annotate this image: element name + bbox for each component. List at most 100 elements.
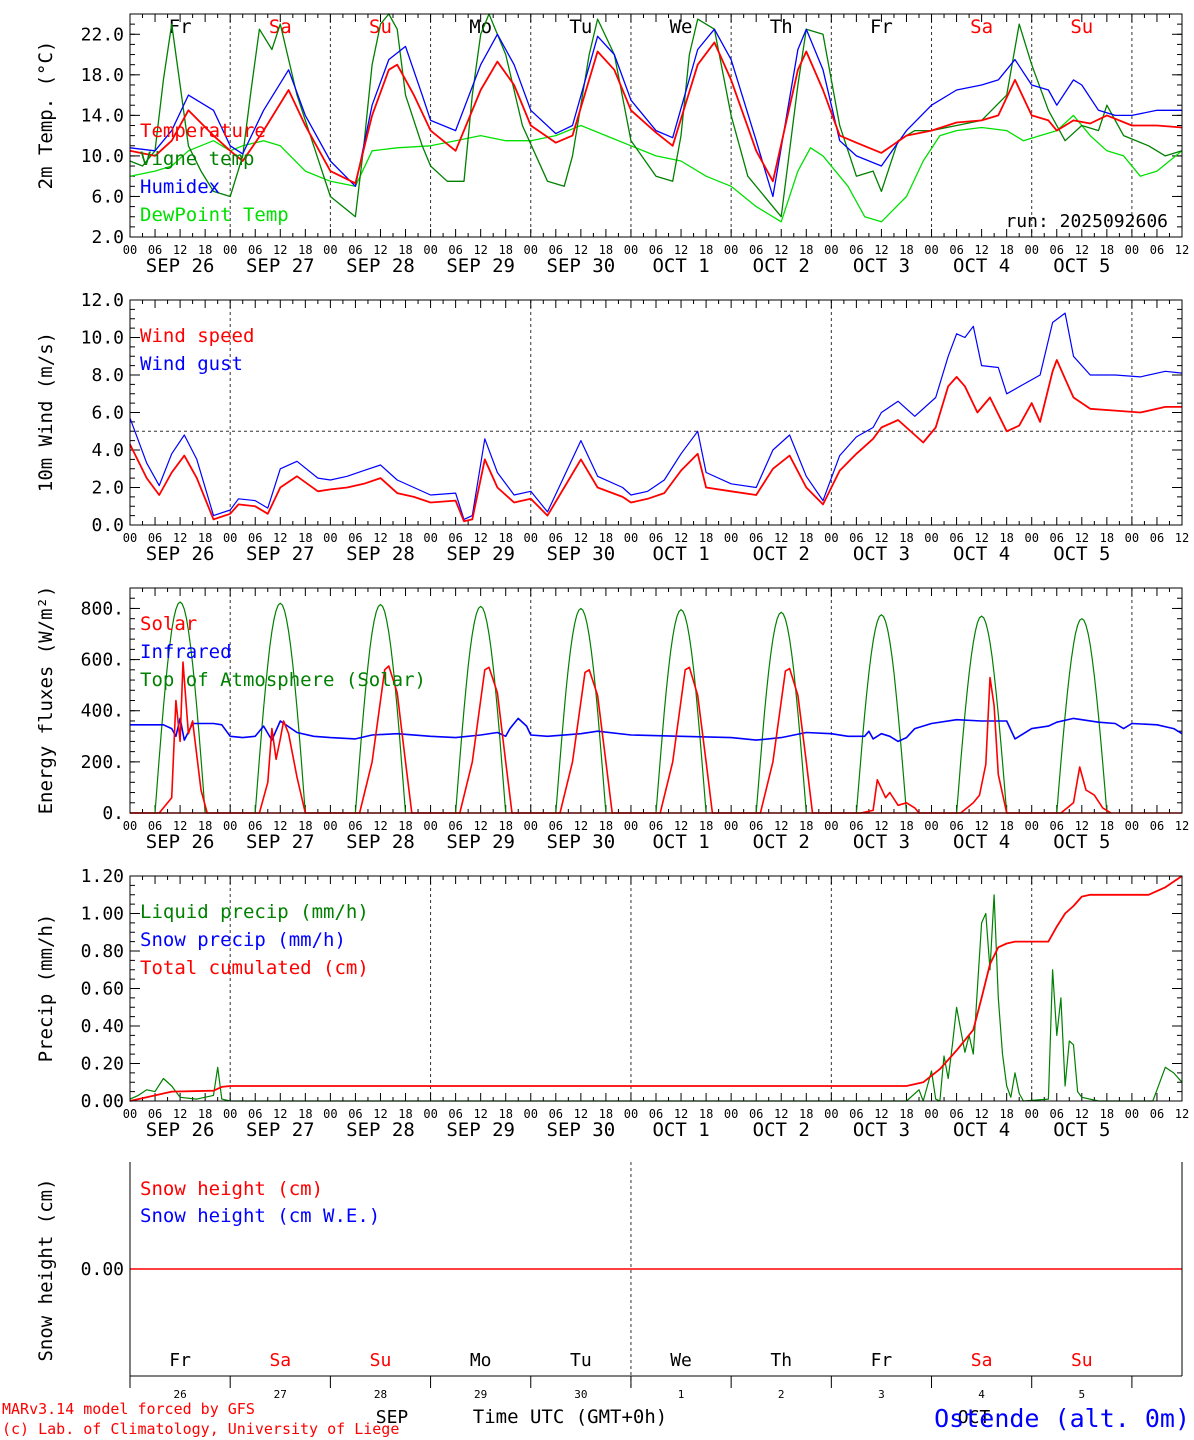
hour-tick-label: 18	[198, 531, 212, 545]
hour-tick-label: 00	[1024, 243, 1038, 257]
hour-tick-label: 18	[699, 1107, 713, 1121]
hour-tick-label: 00	[423, 243, 437, 257]
day-name-label: Fr	[870, 16, 893, 38]
day-name-label: Tu	[570, 1350, 592, 1371]
month-label-oct: OCT	[958, 1407, 991, 1428]
day-name-label: Th	[770, 1350, 792, 1371]
energy-panel: 0. 200. 400. 600. 800. 00 06 12 18 00 06 12 18 00 06 12…	[35, 586, 1189, 853]
date-label: SEP 29	[446, 831, 515, 853]
y-tick-label: 22.0	[81, 24, 124, 45]
y-tick-label: 600.	[81, 650, 124, 671]
day-name-label: Sa	[269, 16, 292, 38]
date-label: OCT 4	[953, 1119, 1010, 1141]
hour-tick-label: 12	[1175, 243, 1189, 257]
day-name-label: Sa	[970, 16, 993, 38]
date-label: OCT 3	[853, 543, 910, 565]
hour-tick-label: 00	[323, 1107, 337, 1121]
time-axis-label: Time UTC (GMT+0h)	[473, 1406, 667, 1428]
hour-tick-label: 18	[699, 531, 713, 545]
date-label: SEP 30	[547, 1119, 616, 1141]
hour-tick-label: 06	[348, 1107, 362, 1121]
day-name-label: Mo	[470, 1350, 492, 1371]
hour-tick-label: 06	[649, 819, 663, 833]
legend-entry: Top of Atmosphere (Solar)	[140, 669, 426, 691]
hour-tick-label: 00	[1125, 819, 1139, 833]
day-name-label: Fr	[169, 1350, 191, 1371]
hour-tick-label: 00	[824, 819, 838, 833]
hour-tick-label: 18	[298, 243, 312, 257]
hour-tick-label: 18	[799, 243, 813, 257]
hour-tick-label: 18	[999, 243, 1013, 257]
date-label: OCT 4	[953, 543, 1010, 565]
date-label: SEP 26	[146, 255, 215, 277]
hour-tick-label: 06	[849, 531, 863, 545]
hour-tick-label: 18	[398, 819, 412, 833]
hour-tick-label: 12	[373, 1107, 387, 1121]
date-label: SEP 28	[346, 255, 415, 277]
day-name-label: Fr	[871, 1350, 893, 1371]
hour-tick-label: 18	[899, 819, 913, 833]
hour-tick-label: 00	[1024, 1107, 1038, 1121]
y-tick-label: 1.20	[81, 866, 124, 887]
date-label: OCT 5	[1053, 255, 1110, 277]
hour-tick-label: 00	[123, 1107, 137, 1121]
hour-tick-label: 06	[949, 243, 963, 257]
hour-tick-label: 06	[1050, 531, 1064, 545]
hour-tick-label: 12	[473, 531, 487, 545]
legend-entry: Vigne temp	[140, 148, 254, 170]
hour-tick-label: 06	[448, 1107, 462, 1121]
hour-tick-label: 18	[1100, 1107, 1114, 1121]
date-label: SEP 26	[146, 831, 215, 853]
day-number-label: 3	[878, 1388, 885, 1401]
day-name-label: Fr	[169, 16, 192, 38]
toa-solar-curve	[254, 602, 306, 814]
hour-tick-label: 12	[1075, 531, 1089, 545]
hour-tick-label: 00	[223, 1107, 237, 1121]
hour-tick-label: 06	[849, 819, 863, 833]
hour-tick-label: 06	[1150, 819, 1164, 833]
wind-panel: 0.0 2.0 4.0 6.0 8.0 10.0 12.0 00 06 12 18 00 06 12 18 0…	[35, 290, 1189, 565]
hour-tick-label: 12	[574, 1107, 588, 1121]
day-number-label: 1	[678, 1388, 685, 1401]
hour-tick-label: 00	[724, 243, 738, 257]
date-label: OCT 1	[652, 1119, 709, 1141]
temperature-line	[129, 41, 1183, 185]
hour-tick-label: 06	[649, 531, 663, 545]
hour-tick-label: 18	[398, 1107, 412, 1121]
hour-tick-label: 12	[674, 243, 688, 257]
hour-tick-label: 18	[799, 1107, 813, 1121]
hour-tick-label: 00	[524, 531, 538, 545]
hour-tick-label: 12	[874, 531, 888, 545]
run-label: run: 2025092606	[1005, 211, 1168, 232]
hour-tick-label: 06	[148, 531, 162, 545]
hour-tick-label: 00	[724, 1107, 738, 1121]
date-label: OCT 1	[652, 255, 709, 277]
hour-tick-label: 06	[448, 531, 462, 545]
legend-entry: Wind gust	[140, 353, 243, 375]
y-tick-label: 0.00	[81, 1091, 124, 1112]
date-label: OCT 1	[652, 543, 709, 565]
legend-entry: Humidex	[140, 176, 220, 198]
toa-solar-curve	[655, 608, 707, 814]
hour-tick-label: 18	[999, 531, 1013, 545]
hour-tick-label: 06	[849, 243, 863, 257]
day-number-label: 28	[374, 1388, 387, 1401]
day-name-label: Tu	[569, 16, 592, 38]
day-number-label: 26	[173, 1388, 186, 1401]
hour-tick-label: 06	[348, 243, 362, 257]
hour-tick-label: 12	[974, 1107, 988, 1121]
hour-tick-label: 00	[423, 819, 437, 833]
hour-tick-label: 00	[1024, 531, 1038, 545]
y-tick-label: 10.0	[81, 328, 124, 349]
day-number-label: 29	[474, 1388, 487, 1401]
hour-tick-label: 12	[373, 531, 387, 545]
hour-tick-label: 00	[323, 531, 337, 545]
y-tick-label: 6.0	[91, 186, 124, 207]
hour-tick-label: 12	[1175, 1107, 1189, 1121]
precip-panel: 0.00 0.20 0.40 0.60 0.80 1.00 1.20 00 06 12 18 00 06…	[35, 866, 1189, 1141]
hour-tick-label: 06	[549, 1107, 563, 1121]
date-label: SEP 27	[246, 543, 315, 565]
hour-tick-label: 18	[198, 243, 212, 257]
location-label: Ostende (alt. 0m)	[934, 1404, 1190, 1433]
plot-frame	[129, 299, 1183, 526]
